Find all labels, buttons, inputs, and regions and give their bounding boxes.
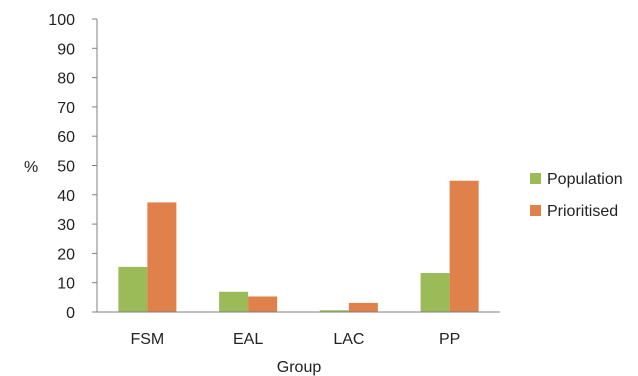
y-tick-label: 100 [48, 12, 75, 29]
x-tick-label: FSM [130, 331, 164, 348]
y-axis-label: % [24, 159, 38, 176]
y-tick-label: 60 [57, 129, 75, 146]
bar-prioritised-pp [449, 180, 479, 312]
y-axis-ticks: 0 10 20 30 40 50 60 70 80 90 100 [48, 12, 97, 322]
y-tick-label: 20 [57, 246, 75, 263]
y-tick-label: 40 [57, 188, 75, 205]
bars [118, 180, 479, 312]
legend-swatch-prioritised [530, 205, 541, 216]
legend-label-population: Population [547, 171, 623, 188]
y-tick-label: 0 [66, 305, 75, 322]
y-tick-label: 10 [57, 276, 75, 293]
legend: Population Prioritised [530, 171, 623, 220]
x-tick-label: LAC [333, 331, 364, 348]
bar-prioritised-fsm [147, 202, 177, 312]
y-tick-label: 70 [57, 100, 75, 117]
x-tick-label: PP [439, 331, 460, 348]
y-tick-label: 80 [57, 71, 75, 88]
x-axis-label: Group [277, 359, 322, 376]
bar-population-fsm [118, 266, 148, 312]
bar-population-eal [219, 291, 249, 312]
x-tick-label: EAL [233, 331, 263, 348]
bar-population-pp [420, 273, 450, 312]
y-tick-label: 30 [57, 217, 75, 234]
y-tick-label: 90 [57, 41, 75, 58]
y-tick-label: 50 [57, 159, 75, 176]
bar-prioritised-eal [248, 296, 278, 312]
bar-population-lac [319, 310, 349, 312]
legend-label-prioritised: Prioritised [547, 203, 618, 220]
legend-swatch-population [530, 173, 541, 184]
bar-prioritised-lac [348, 302, 378, 312]
x-axis-ticks: FSM EAL LAC PP [130, 331, 460, 348]
